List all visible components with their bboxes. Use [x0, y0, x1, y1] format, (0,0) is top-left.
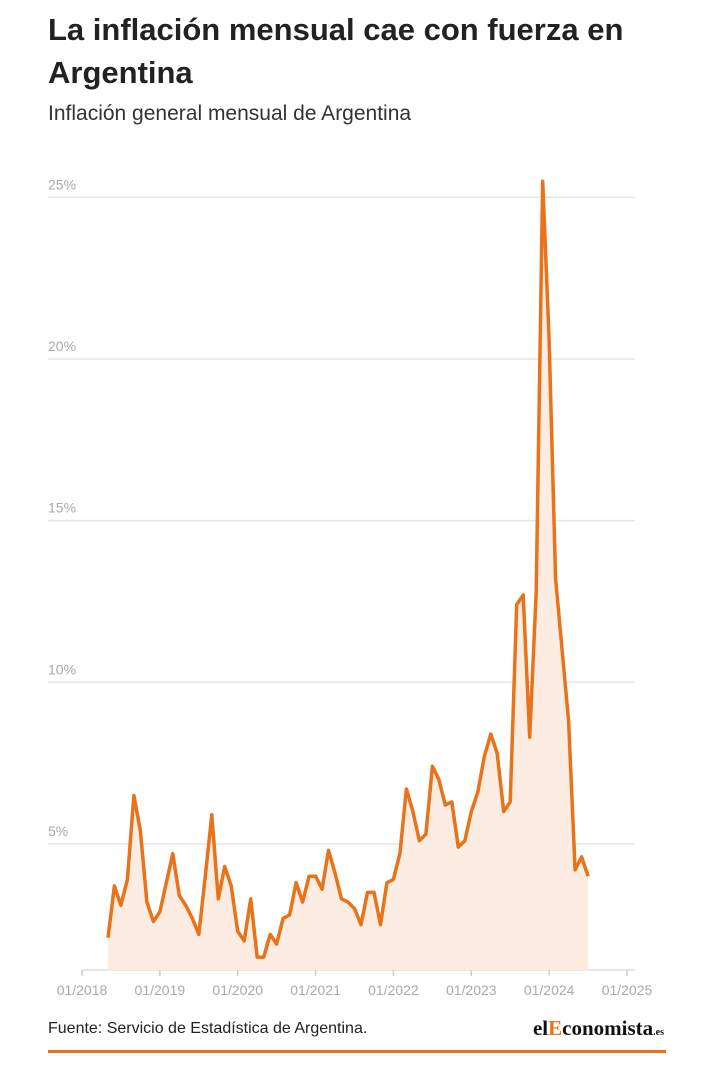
y-tick-label: 15%	[48, 500, 76, 516]
x-tick-label: 01/2020	[212, 982, 263, 998]
line	[106, 179, 590, 959]
x-tick-label: 01/2024	[524, 982, 575, 998]
logo: elEconomista.es	[533, 1016, 664, 1041]
footer-rule	[48, 1050, 666, 1053]
logo-part: .es	[653, 1027, 664, 1038]
y-tick-label: 10%	[48, 661, 76, 677]
area	[107, 181, 589, 970]
logo-part: el	[532, 1016, 549, 1040]
y-tick-label: 20%	[48, 338, 76, 354]
y-tick-label: 5%	[48, 823, 68, 839]
x-tick-label: 01/2023	[446, 982, 497, 998]
y-tick-label: 25%	[48, 176, 76, 192]
logo-part: conomista	[562, 1016, 654, 1040]
x-tick-label: 01/2018	[57, 982, 108, 998]
chart-subtitle: Inflación general mensual de Argentina	[48, 102, 412, 125]
source: Fuente: Servicio de Estadística de Argen…	[48, 1020, 368, 1037]
x-tick-label: 01/2019	[135, 982, 186, 998]
x-tick-label: 01/2022	[368, 982, 419, 998]
logo-part: E	[548, 1016, 563, 1040]
x-tick-label: 01/2025	[602, 982, 653, 998]
x-tick-label: 01/2021	[290, 982, 341, 998]
chart-title: La inflación mensual cae con fuerza en A…	[48, 12, 624, 90]
